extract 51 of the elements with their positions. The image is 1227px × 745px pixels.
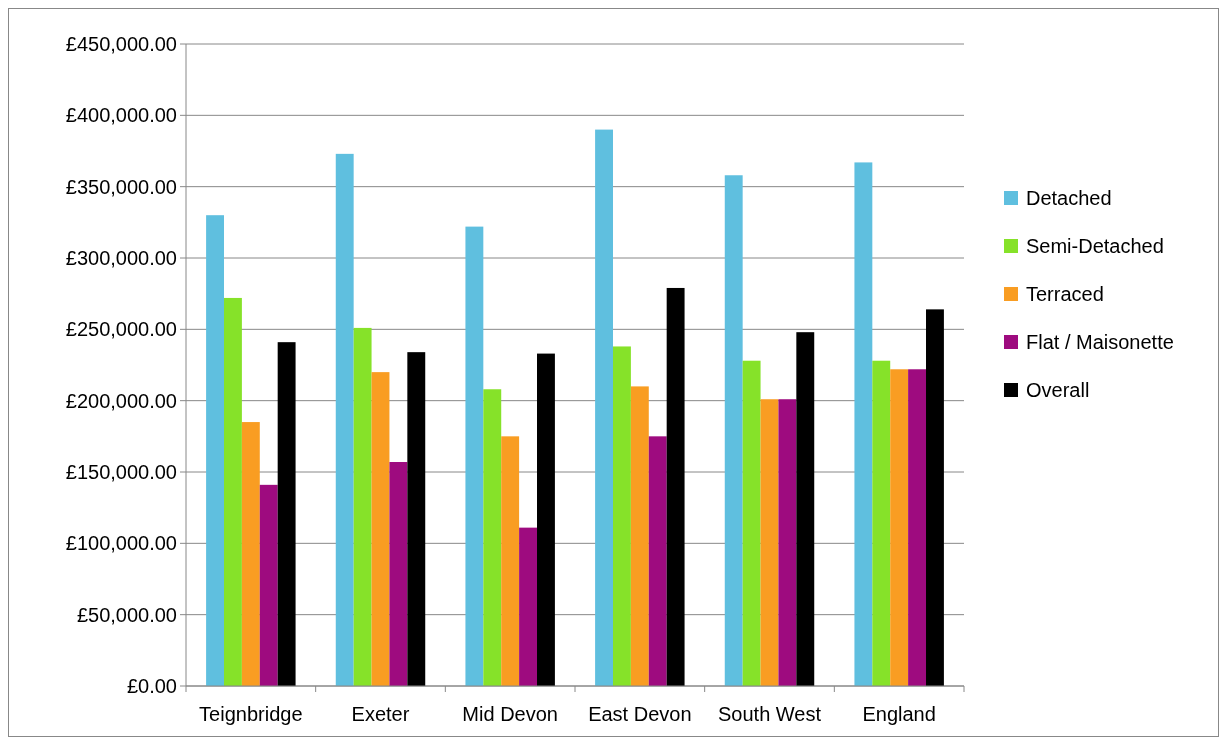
- x-tick-label: Exeter: [351, 703, 410, 725]
- bar: [465, 226, 484, 686]
- bar: [389, 462, 408, 686]
- x-tick-label: England: [862, 703, 936, 725]
- bar: [908, 369, 927, 686]
- bar: [926, 309, 944, 686]
- y-tick-label: £400,000.00: [65, 104, 177, 127]
- bar: [407, 352, 426, 686]
- y-tick-label: £50,000.00: [76, 603, 177, 626]
- x-tick-label: Teignbridge: [199, 703, 303, 725]
- x-tick-label: Mid Devon: [462, 703, 558, 725]
- bar: [335, 153, 354, 686]
- y-tick-label: £100,000.00: [65, 532, 177, 555]
- legend-label: Terraced: [1026, 283, 1104, 305]
- bar: [760, 399, 779, 686]
- bar: [630, 386, 649, 686]
- y-tick-label: £300,000.00: [65, 247, 177, 269]
- bar: [223, 297, 242, 686]
- bar: [724, 175, 743, 686]
- y-tick-label: £0.00: [126, 675, 177, 697]
- bar: [872, 360, 891, 686]
- bar: [796, 332, 815, 686]
- bar: [666, 287, 685, 686]
- y-tick-label: £450,000.00: [65, 33, 177, 55]
- bar: [371, 372, 390, 686]
- bar: [519, 527, 538, 686]
- legend-label: Detached: [1026, 187, 1112, 209]
- legend-label: Semi-Detached: [1026, 235, 1164, 257]
- bar: [648, 436, 667, 686]
- bar: [277, 342, 296, 686]
- y-tick-label: £250,000.00: [65, 318, 177, 341]
- x-tick-label: South West: [717, 703, 822, 725]
- bar: [612, 346, 631, 686]
- bar: [742, 360, 761, 686]
- bar: [353, 327, 372, 686]
- legend-label: Flat / Maisonette: [1026, 331, 1174, 353]
- bar: [854, 162, 873, 686]
- bar: [241, 422, 260, 686]
- legend-label: Overall: [1026, 379, 1090, 401]
- bar: [206, 215, 224, 686]
- bar: [259, 484, 278, 686]
- y-tick-label: £350,000.00: [65, 175, 177, 198]
- bar: [890, 369, 909, 686]
- bar: [595, 129, 613, 686]
- y-tick-label: £200,000.00: [65, 389, 177, 412]
- y-tick-label: £150,000.00: [65, 461, 177, 483]
- x-tick-label: East Devon: [588, 703, 692, 725]
- bar: [483, 389, 502, 686]
- bar: [501, 436, 520, 686]
- bar: [778, 399, 797, 686]
- bar: [537, 353, 555, 686]
